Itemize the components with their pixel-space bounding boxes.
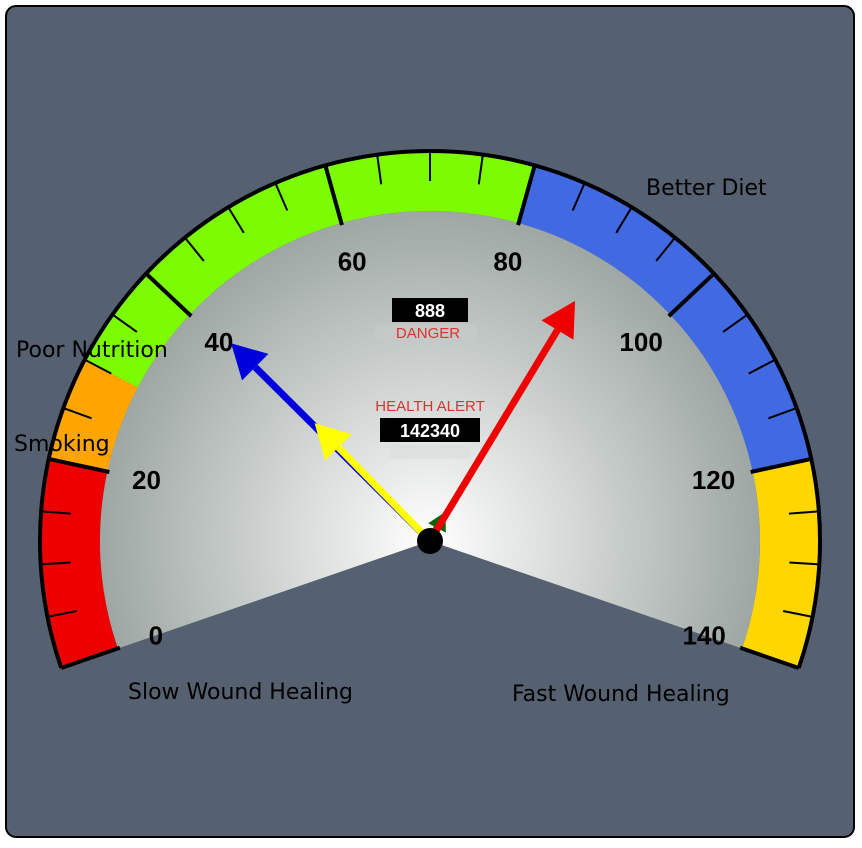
tick-label-140: 140 (683, 620, 726, 650)
minor-tick-50 (227, 206, 245, 234)
tick-label-100: 100 (619, 327, 662, 357)
gauge-ticks (40, 151, 820, 670)
slow-wound-healing-label: Slow Wound Healing (128, 680, 353, 705)
band-0 (39, 458, 118, 668)
band-2 (84, 151, 535, 388)
gauge-needles (231, 300, 576, 544)
danger-label-bg (375, 324, 477, 340)
tick-label-20: 20 (132, 465, 161, 495)
health-alert-value: 142340 (400, 421, 460, 441)
major-tick-0 (60, 645, 121, 670)
tick-label-60: 60 (338, 247, 367, 277)
minor-tick-115 (768, 407, 797, 420)
major-tick-120 (750, 457, 812, 474)
band-3 (518, 165, 812, 472)
needle-red-shaft (427, 328, 561, 543)
major-tick-20 (48, 457, 110, 474)
needle-red (427, 300, 576, 543)
minor-tick-10 (40, 561, 71, 566)
minor-tick-135 (782, 610, 813, 618)
minor-tick-55 (274, 182, 289, 211)
minor-tick-35 (111, 313, 138, 333)
tick-label-40: 40 (204, 327, 233, 357)
needle-blue-head (231, 343, 269, 381)
minor-tick-105 (722, 313, 749, 333)
danger-display-value: 888 (415, 301, 445, 321)
minor-tick-5 (47, 610, 78, 618)
needle-yellow-shaft (335, 444, 433, 544)
minor-tick-85 (571, 182, 586, 211)
health-alert-sub-bg (390, 445, 470, 459)
major-tick-40 (144, 272, 193, 318)
minor-tick-65 (376, 154, 383, 185)
better-diet-label: Better Diet (646, 176, 767, 201)
health-alert-display: HEALTH ALERT 142340 (375, 398, 485, 459)
major-tick-100 (667, 272, 716, 318)
major-tick-140 (739, 645, 800, 670)
health-alert-value-bg (380, 418, 480, 442)
needle-yellow-head (314, 423, 352, 461)
band-1 (48, 359, 138, 472)
poor-nutrition-label: Poor Nutrition (16, 338, 168, 363)
minor-tick-75 (477, 154, 484, 185)
minor-tick-95 (655, 236, 676, 262)
minor-tick-90 (615, 206, 633, 234)
band-4 (742, 458, 820, 668)
major-tick-60 (323, 164, 344, 226)
tick-label-80: 80 (493, 247, 522, 277)
health-alert-title: HEALTH ALERT (375, 398, 484, 415)
gauge-tick-labels: 0 20 40 60 80 100 120 140 (132, 247, 735, 651)
minor-tick-130 (789, 561, 820, 566)
tick-label-120: 120 (692, 465, 735, 495)
smoking-label: Smoking (14, 432, 110, 457)
major-tick-80 (516, 164, 537, 226)
needle-yellow (314, 423, 433, 544)
minor-tick-30 (84, 358, 112, 375)
color-bands (39, 151, 820, 668)
needle-red-head (541, 300, 576, 340)
fast-wound-healing-label: Fast Wound Healing (512, 682, 730, 707)
danger-display: 888 DANGER (375, 298, 477, 342)
minor-tick-25 (63, 407, 92, 420)
tick-label-0: 0 (149, 620, 163, 650)
minor-tick-125 (788, 510, 819, 515)
minor-tick-110 (748, 358, 776, 375)
danger-display-bg (392, 298, 468, 322)
danger-label: DANGER (396, 325, 460, 342)
needle-hub (417, 528, 443, 554)
minor-tick-15 (41, 510, 72, 515)
minor-tick-45 (184, 236, 205, 262)
